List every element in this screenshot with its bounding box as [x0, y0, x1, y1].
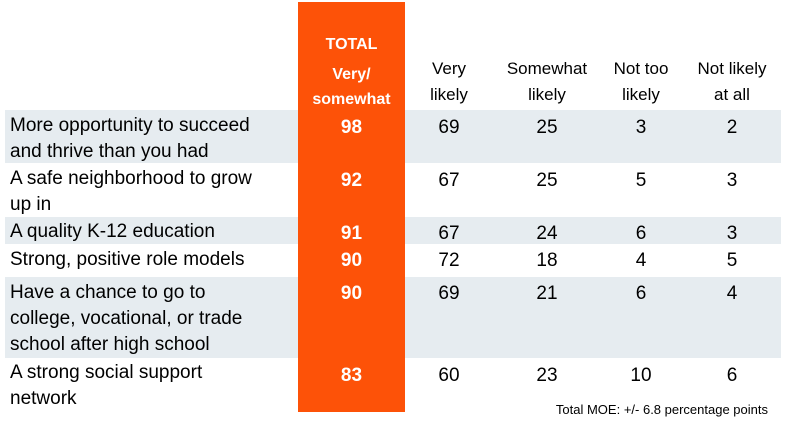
value-not-likely-at-all-college-chance: 4: [726, 283, 738, 304]
row-label-safe-neighborhood: A safe neighborhood to grow up in: [10, 168, 252, 215]
value-very-likely-safe-neighborhood: 67: [438, 170, 460, 191]
value-very-likely-social-support: 60: [438, 365, 460, 386]
total-header-very: Very/: [332, 66, 371, 83]
value-very-likely-k12-education: 67: [438, 223, 460, 244]
value-somewhat-likely-k12-education: 24: [536, 223, 558, 244]
moe-footnote: Total MOE: +/- 6.8 percentage points: [555, 402, 768, 417]
total-header-somewhat: somewhat: [312, 91, 391, 108]
total-value-k12-education: 91: [340, 223, 363, 244]
value-somewhat-likely-social-support: 23: [536, 365, 558, 386]
total-value-safe-neighborhood: 92: [340, 170, 363, 191]
value-not-too-likely-college-chance: 6: [635, 283, 647, 304]
row-label-social-support: A strong social support network: [10, 362, 203, 409]
col-header-somewhat-likely-2: likely: [528, 85, 566, 104]
total-value-social-support: 83: [340, 365, 363, 386]
value-not-likely-at-all-social-support: 6: [726, 365, 738, 386]
total-value-opportunity: 98: [340, 117, 363, 138]
value-very-likely-role-models: 72: [438, 250, 460, 271]
value-not-likely-at-all-safe-neighborhood: 3: [726, 170, 738, 191]
col-header-not-likely-at-all-2: at all: [714, 85, 750, 104]
total-column-highlight: [298, 2, 405, 412]
col-header-very-likely-1: Very: [431, 59, 467, 78]
value-not-likely-at-all-role-models: 5: [726, 250, 738, 271]
value-somewhat-likely-role-models: 18: [536, 250, 558, 271]
row-label-k12-education: A quality K-12 education: [10, 221, 215, 242]
value-somewhat-likely-opportunity: 25: [536, 117, 558, 138]
total-header-label: TOTAL: [325, 36, 378, 53]
value-not-too-likely-opportunity: 3: [635, 117, 647, 138]
value-not-too-likely-safe-neighborhood: 5: [635, 170, 647, 191]
value-not-likely-at-all-k12-education: 3: [726, 223, 738, 244]
value-very-likely-opportunity: 69: [438, 117, 460, 138]
total-value-role-models: 90: [340, 250, 363, 271]
value-not-too-likely-social-support: 10: [630, 365, 652, 386]
value-not-too-likely-k12-education: 6: [635, 223, 647, 244]
col-header-not-too-likely-1: Not too: [613, 59, 669, 78]
value-somewhat-likely-safe-neighborhood: 25: [536, 170, 558, 191]
value-very-likely-college-chance: 69: [438, 283, 460, 304]
total-value-college-chance: 90: [340, 283, 363, 304]
value-somewhat-likely-college-chance: 21: [536, 283, 558, 304]
col-header-not-likely-at-all-1: Not likely: [697, 59, 767, 78]
col-header-not-too-likely-2: likely: [622, 85, 660, 104]
row-label-college-chance: Have a chance to go to college, vocation…: [10, 282, 243, 355]
row-label-opportunity: More opportunity to succeed and thrive t…: [10, 115, 250, 162]
col-header-very-likely-2: likely: [430, 85, 468, 104]
row-label-role-models: Strong, positive role models: [10, 249, 245, 270]
col-header-somewhat-likely-1: Somewhat: [506, 59, 588, 78]
value-not-likely-at-all-opportunity: 2: [726, 117, 738, 138]
value-not-too-likely-role-models: 4: [635, 250, 647, 271]
